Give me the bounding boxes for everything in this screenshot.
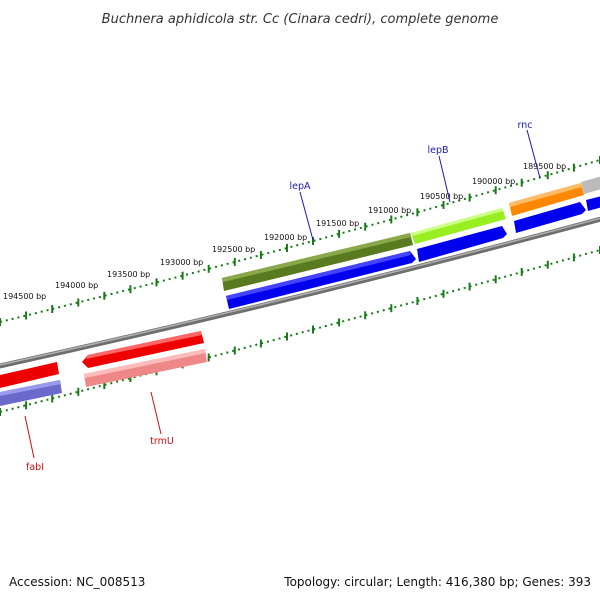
tick-labels: 189500 bp 190000 bp 190500 bp 191000 bp …	[3, 162, 566, 301]
label-rnc[interactable]: rnc	[518, 120, 533, 131]
gene-lepB-highlight	[411, 208, 503, 236]
tick-label: 193000 bp	[160, 258, 203, 267]
label-lepA[interactable]: lepA	[289, 181, 311, 192]
label-lepB[interactable]: lepB	[427, 145, 448, 156]
gene-blue-1[interactable]	[226, 251, 416, 309]
genome-backbone	[0, 216, 600, 369]
tick-label: 194000 bp	[55, 281, 98, 290]
leader-rnc	[526, 129, 541, 179]
gene-grey[interactable]	[581, 176, 600, 194]
gene-fabI-highlight	[0, 380, 61, 396]
leader-lepA	[299, 191, 314, 241]
gene-rnc-highlight	[509, 183, 582, 207]
gene-lepA-highlight	[222, 233, 411, 282]
tick-label: 193500 bp	[107, 270, 150, 279]
tick-label: 189500 bp	[523, 162, 566, 171]
leader-lepB	[438, 155, 451, 203]
gene-labels: rnc lepB lepA trmU fabI	[24, 120, 541, 473]
outer-tick-dots	[0, 159, 600, 323]
gene-lepB[interactable]	[411, 208, 506, 244]
leader-fabI	[24, 415, 35, 459]
map-title: Buchnera aphidicola str. Cc (Cinara cedr…	[102, 12, 499, 27]
gene-blue-2[interactable]	[417, 226, 507, 262]
tick-label: 194500 bp	[3, 292, 46, 301]
genome-summary-text: Topology: circular; Length: 416,380 bp; …	[283, 575, 591, 589]
gene-trmU-highlight	[84, 349, 206, 378]
tick-label: 192500 bp	[212, 245, 255, 254]
inner-tick-dots	[0, 249, 600, 413]
gene-blue-1-highlight	[226, 251, 411, 300]
tick-label: 192000 bp	[264, 233, 307, 242]
label-trmU[interactable]: trmU	[150, 436, 174, 447]
reverse-strand-genes	[0, 196, 600, 406]
forward-strand-genes	[0, 176, 600, 388]
tick-label: 190000 bp	[472, 177, 515, 186]
genome-backbone-highlight	[0, 217, 600, 366]
tick-label: 191000 bp	[368, 206, 411, 215]
tick-label: 190500 bp	[420, 192, 463, 201]
gene-fabI-top[interactable]	[0, 362, 59, 388]
leader-trmU	[150, 391, 162, 435]
gene-trmU-top-highlight	[86, 331, 202, 359]
gene-blue-3[interactable]	[514, 202, 586, 233]
accession-text: Accession: NC_008513	[9, 575, 145, 589]
gene-blue-4[interactable]	[586, 196, 600, 211]
tick-label: 191500 bp	[316, 219, 359, 228]
label-fabI[interactable]: fabI	[26, 462, 44, 473]
